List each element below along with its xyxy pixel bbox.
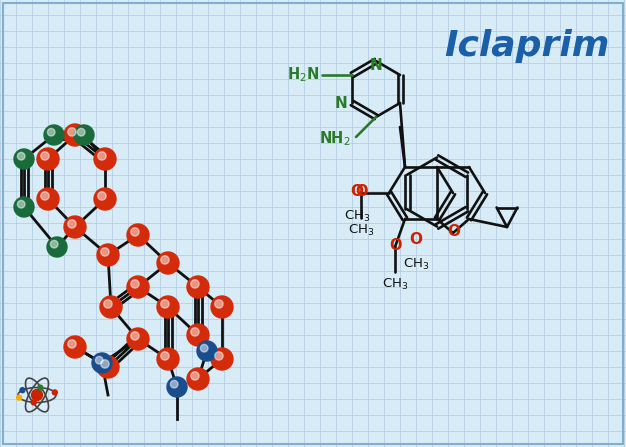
Circle shape xyxy=(191,328,199,336)
Text: O: O xyxy=(390,239,403,253)
Text: N: N xyxy=(369,58,382,73)
Circle shape xyxy=(14,149,34,169)
Circle shape xyxy=(51,240,58,248)
Text: NH$_2$: NH$_2$ xyxy=(319,130,351,148)
Circle shape xyxy=(47,237,67,257)
Circle shape xyxy=(64,336,86,358)
Text: CH$_3$: CH$_3$ xyxy=(382,277,408,292)
Circle shape xyxy=(127,276,149,298)
Circle shape xyxy=(98,192,106,200)
Circle shape xyxy=(18,152,25,160)
Circle shape xyxy=(104,300,112,308)
Circle shape xyxy=(131,332,139,340)
Circle shape xyxy=(98,152,106,160)
Circle shape xyxy=(94,148,116,170)
Circle shape xyxy=(215,300,223,308)
Circle shape xyxy=(157,252,179,274)
Circle shape xyxy=(41,192,49,200)
Circle shape xyxy=(41,152,49,160)
Circle shape xyxy=(53,390,58,395)
Text: O: O xyxy=(355,185,367,199)
Circle shape xyxy=(64,216,86,238)
Circle shape xyxy=(64,124,86,146)
Circle shape xyxy=(131,280,139,288)
Text: H$_2$N: H$_2$N xyxy=(287,66,319,84)
Circle shape xyxy=(18,200,25,208)
Circle shape xyxy=(14,197,34,217)
Circle shape xyxy=(191,372,199,380)
Text: CH$_3$: CH$_3$ xyxy=(403,257,429,271)
Circle shape xyxy=(167,377,187,397)
Circle shape xyxy=(31,389,43,401)
Circle shape xyxy=(37,148,59,170)
Circle shape xyxy=(74,125,94,145)
Circle shape xyxy=(101,360,109,368)
Circle shape xyxy=(94,188,116,210)
Text: CH$_3$: CH$_3$ xyxy=(348,223,374,238)
Circle shape xyxy=(161,352,169,360)
Circle shape xyxy=(170,380,178,388)
Circle shape xyxy=(68,220,76,228)
Text: CH$_3$: CH$_3$ xyxy=(344,208,370,224)
Circle shape xyxy=(197,341,217,361)
Circle shape xyxy=(37,188,59,210)
Circle shape xyxy=(191,280,199,288)
Circle shape xyxy=(68,128,76,136)
Circle shape xyxy=(211,296,233,318)
Text: O: O xyxy=(409,232,423,248)
Circle shape xyxy=(187,276,209,298)
Circle shape xyxy=(131,228,139,236)
Circle shape xyxy=(101,248,109,256)
Circle shape xyxy=(31,400,36,405)
Circle shape xyxy=(161,300,169,308)
Circle shape xyxy=(157,348,179,370)
Circle shape xyxy=(161,256,169,264)
Circle shape xyxy=(97,244,119,266)
Circle shape xyxy=(157,296,179,318)
Circle shape xyxy=(127,224,149,246)
Circle shape xyxy=(68,340,76,348)
Circle shape xyxy=(38,385,43,390)
Text: O: O xyxy=(351,185,364,199)
Circle shape xyxy=(127,328,149,350)
Circle shape xyxy=(92,353,112,373)
Circle shape xyxy=(20,388,25,392)
Circle shape xyxy=(78,128,85,136)
Circle shape xyxy=(200,344,208,352)
Circle shape xyxy=(17,395,22,400)
Text: Iclaprim: Iclaprim xyxy=(444,29,610,63)
Circle shape xyxy=(48,128,55,136)
Circle shape xyxy=(187,324,209,346)
Circle shape xyxy=(211,348,233,370)
Circle shape xyxy=(187,368,209,390)
Text: N: N xyxy=(334,96,347,110)
Circle shape xyxy=(97,356,119,378)
Circle shape xyxy=(100,296,122,318)
Circle shape xyxy=(44,125,64,145)
Circle shape xyxy=(95,356,103,364)
Circle shape xyxy=(215,352,223,360)
Text: O: O xyxy=(448,224,461,240)
